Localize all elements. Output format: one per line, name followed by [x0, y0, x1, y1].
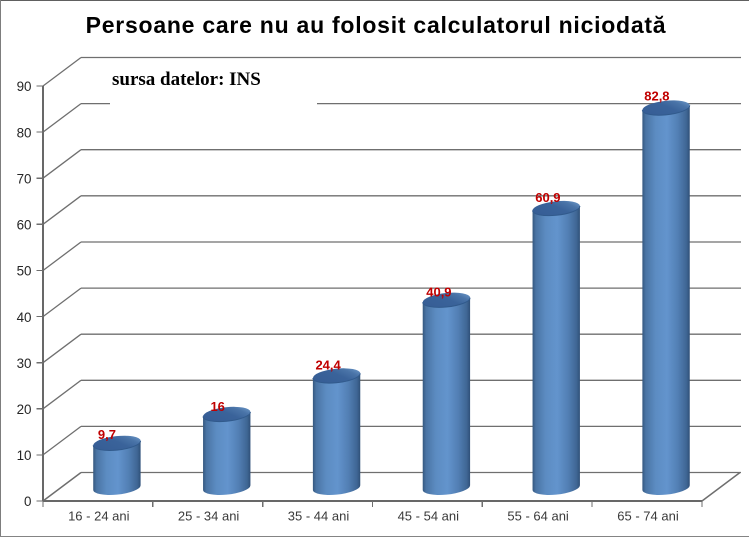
- svg-text:65 - 74 ani: 65 - 74 ani: [617, 508, 679, 523]
- svg-text:10: 10: [17, 448, 32, 463]
- svg-text:50: 50: [17, 264, 32, 279]
- svg-text:0: 0: [24, 494, 31, 509]
- svg-text:sursa datelor: INS: sursa datelor: INS: [112, 69, 261, 90]
- svg-text:Persoane care nu au folosit ca: Persoane care nu au folosit calculatorul…: [86, 12, 667, 38]
- svg-text:24,4: 24,4: [315, 357, 341, 372]
- svg-text:55 - 64 ani: 55 - 64 ani: [507, 508, 569, 523]
- svg-text:82,8: 82,8: [644, 89, 669, 104]
- svg-text:45 - 54 ani: 45 - 54 ani: [398, 508, 460, 523]
- svg-text:16: 16: [210, 399, 224, 414]
- svg-text:60: 60: [17, 218, 32, 233]
- svg-text:80: 80: [17, 125, 32, 140]
- svg-text:16 - 24 ani: 16 - 24 ani: [68, 508, 130, 523]
- svg-text:25 - 34 ani: 25 - 34 ani: [178, 508, 240, 523]
- svg-text:60,9: 60,9: [535, 190, 560, 205]
- svg-text:70: 70: [17, 171, 32, 186]
- svg-text:35 - 44 ani: 35 - 44 ani: [288, 508, 350, 523]
- svg-text:9,7: 9,7: [98, 427, 116, 442]
- svg-text:20: 20: [17, 402, 32, 417]
- svg-text:30: 30: [17, 356, 32, 371]
- svg-text:40,9: 40,9: [426, 284, 451, 299]
- svg-text:40: 40: [17, 310, 32, 325]
- svg-text:90: 90: [17, 79, 32, 94]
